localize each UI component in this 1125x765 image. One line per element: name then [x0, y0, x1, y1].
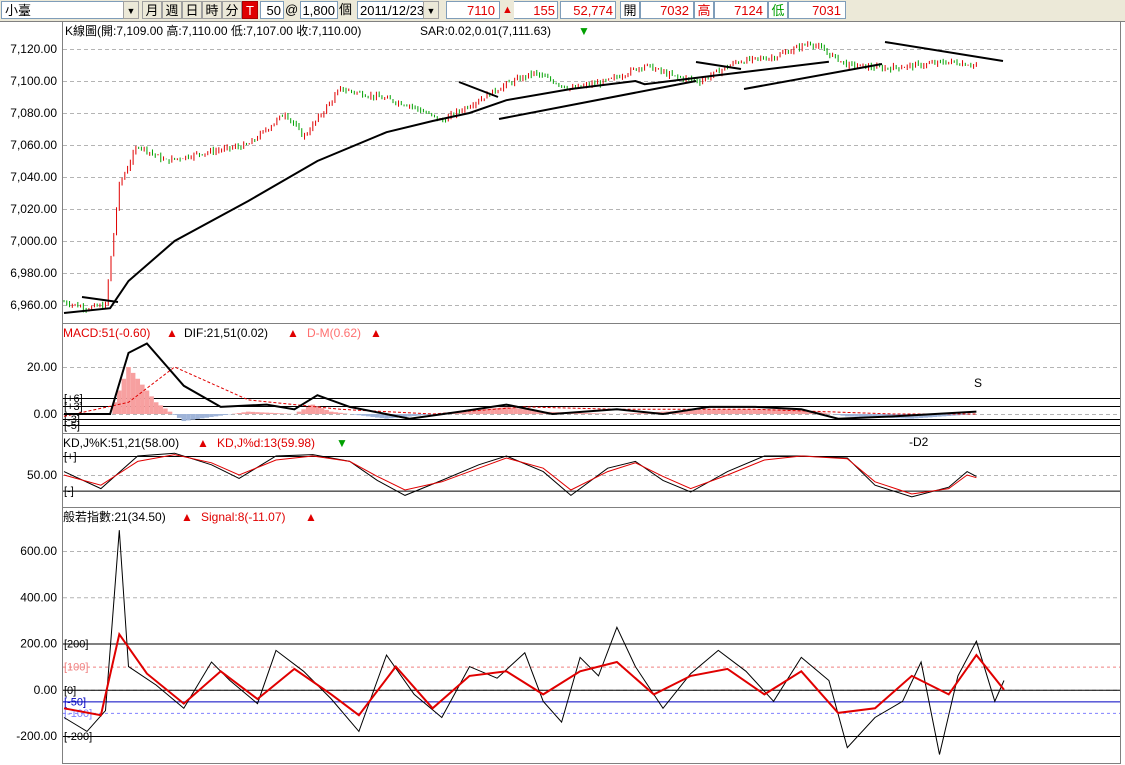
open-value: 7032 — [640, 1, 694, 19]
y-tick-label: 6,960.00 — [10, 298, 57, 312]
y-tick-label: 7,060.00 — [10, 138, 57, 152]
date-chevron-down-icon[interactable]: ▼ — [423, 1, 439, 19]
dif-label: DIF:21,51(0.02) — [184, 326, 268, 340]
chevron-down-icon[interactable]: ▼ — [123, 1, 139, 19]
count-input[interactable]: 1,800 — [300, 1, 338, 19]
indicator-bands: [+6][+3][-3][-5] [+] [-] [200] [100] [0][-50]… — [63, 393, 1120, 743]
kd-k-up-icon: ▲ — [197, 436, 209, 450]
y-tick-label: 0.00 — [34, 407, 58, 421]
band-label: [200] — [64, 639, 88, 651]
band-label: [-50] — [64, 696, 86, 708]
cci-signal-label: Signal:8(-11.07) — [201, 510, 286, 524]
interval-input[interactable]: 50 — [260, 1, 284, 19]
band-label: [+3] — [64, 401, 83, 413]
y-tick-label: 7,080.00 — [10, 106, 57, 120]
date-value: 2011/12/23 — [360, 3, 425, 18]
cci-signal-up-icon: ▲ — [305, 510, 317, 524]
y-tick-label: 0.00 — [34, 683, 58, 697]
low-value: 7031 — [788, 1, 846, 19]
d-line — [63, 454, 977, 495]
tab-month[interactable]: 月 — [142, 1, 162, 19]
tab-minute[interactable]: 分 — [222, 1, 242, 19]
sar-header: SAR:0.02,0.01(7,111.63) — [420, 24, 551, 38]
price-header: K線圖(開:7,109.00 高:7,110.00 低:7,107.00 收:7… — [65, 23, 361, 38]
y-tick-label: 20.00 — [27, 360, 57, 374]
kd-series — [63, 452, 977, 498]
macd-label: MACD:51(-0.60) — [63, 326, 150, 340]
y-tick-label: 7,100.00 — [10, 74, 57, 88]
band-label: [100] — [64, 662, 88, 674]
y-tick-label: 7,000.00 — [10, 234, 57, 248]
toolbar: 小臺 ▼ 月 週 日 時 分 T 50 @ 1,800 個 2011/12/23… — [0, 0, 1125, 22]
last-price: 7110 — [446, 1, 500, 19]
band-label: [-] — [64, 486, 74, 498]
y-axis-ticks: 7,120.00 7,100.00 7,080.00 7,060.00 7,040.00… — [10, 42, 57, 743]
price-change: 155 — [514, 1, 558, 19]
chart-area[interactable]: [+6][+3][-3][-5] [+] [-] [200] [100] [0][-50]… — [0, 21, 1125, 765]
count-unit-label: 個 — [339, 2, 353, 17]
y-tick-label: 7,120.00 — [10, 42, 57, 56]
band-label: [-5] — [64, 420, 80, 432]
tick-mode-button[interactable]: T — [242, 1, 258, 19]
date-picker[interactable]: 2011/12/23 — [357, 1, 439, 19]
panel-frames — [62, 21, 1121, 764]
band-label: [-3] — [64, 414, 80, 426]
high-value: 7124 — [714, 1, 768, 19]
up-arrow-icon: ▲ — [502, 4, 513, 16]
band-label: [+6] — [64, 393, 83, 405]
trendlines — [81, 41, 1004, 303]
dif-line — [64, 342, 977, 420]
sar-down-icon: ▼ — [578, 24, 590, 38]
band-label: [+] — [64, 451, 77, 463]
dm-up-icon: ▲ — [370, 326, 382, 340]
y-tick-label: 6,980.00 — [10, 266, 57, 280]
k-line — [63, 452, 977, 498]
low-label: 低 — [768, 1, 788, 19]
macd-up-icon: ▲ — [166, 326, 178, 340]
cci-series — [63, 530, 1005, 755]
cci-up-icon: ▲ — [181, 510, 193, 524]
tab-day[interactable]: 日 — [182, 1, 202, 19]
kd-k-label: KD,J%K:51,21(58.00) — [63, 436, 179, 450]
y-tick-label: 200.00 — [20, 637, 57, 651]
tab-hour[interactable]: 時 — [202, 1, 222, 19]
open-label: 開 — [620, 1, 640, 19]
kd-d-down-icon: ▼ — [336, 436, 348, 450]
dm-label: D-M(0.62) — [307, 326, 361, 340]
y-tick-label: 400.00 — [20, 590, 57, 604]
macd-signal-mark: S — [974, 376, 982, 390]
symbol-select[interactable]: 小臺 — [1, 1, 139, 19]
band-label: [-200] — [64, 731, 92, 743]
tab-week[interactable]: 週 — [162, 1, 182, 19]
band-label: [0] — [64, 685, 76, 697]
cci-label: 般若指數:21(34.50) — [63, 509, 166, 524]
candlestick-series — [63, 41, 977, 313]
volume-value: 52,774 — [560, 1, 616, 19]
y-tick-label: 600.00 — [20, 544, 57, 558]
band-label: [-100] — [64, 708, 92, 720]
macd-series — [63, 342, 977, 422]
high-label: 高 — [694, 1, 714, 19]
at-label: @ — [285, 2, 299, 17]
y-tick-label: 7,020.00 — [10, 202, 57, 216]
symbol-value: 小臺 — [5, 3, 32, 18]
y-tick-label: -200.00 — [16, 729, 57, 743]
sar-line — [63, 60, 830, 314]
dif-up-icon: ▲ — [287, 326, 299, 340]
cci-line — [63, 530, 1005, 755]
kd-d-label: KD,J%d:13(59.98) — [217, 436, 315, 450]
cci-signal-line — [63, 631, 1005, 717]
y-tick-label: 7,040.00 — [10, 170, 57, 184]
macd-annotation: -D2 — [909, 435, 929, 449]
y-tick-label: 50.00 — [27, 468, 57, 482]
